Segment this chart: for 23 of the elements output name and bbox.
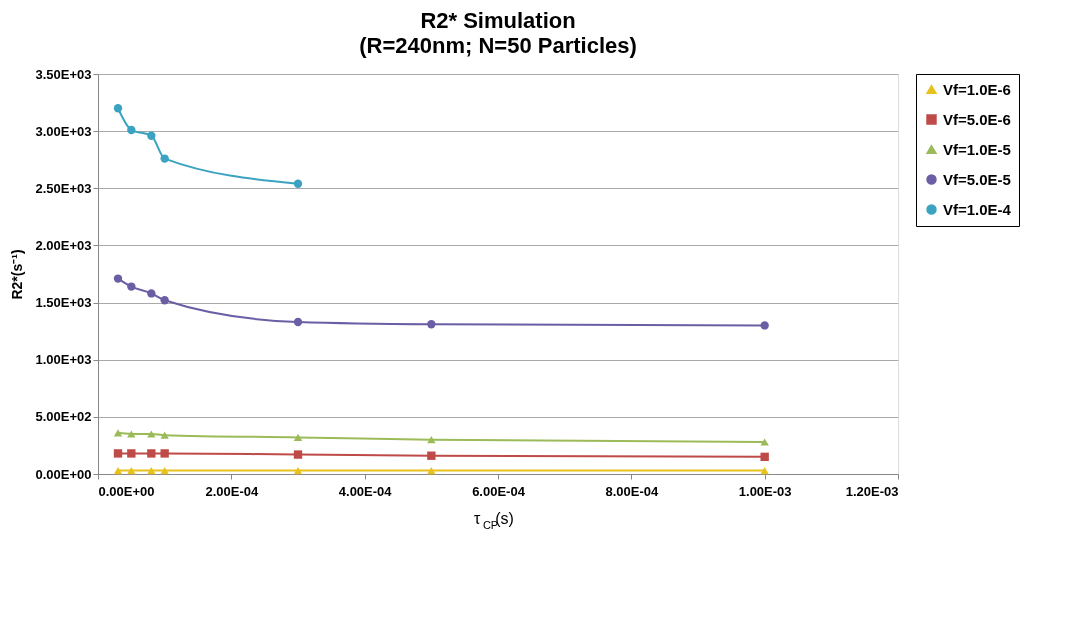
x-tick-label: 2.00E-04	[205, 483, 259, 499]
y-tick-label: 5.00E+02	[35, 409, 92, 425]
chart-subtitle: (R=240nm; N=50 Particles)	[359, 33, 637, 58]
x-tick-label: 1.20E-03	[845, 483, 899, 499]
y-tick-label: 3.00E+03	[35, 123, 92, 139]
legend-label: Vf=1.0E-5	[943, 140, 1011, 158]
y-tick-label: 1.50E+03	[35, 295, 92, 311]
y-tick-label: 1.00E+03	[35, 352, 92, 368]
legend-label: Vf=1.0E-6	[943, 80, 1011, 98]
y-axis-title: R2*(s⁻¹)	[9, 249, 26, 300]
x-tick-label: 8.00E-04	[605, 483, 659, 499]
y-tick-label: 2.00E+03	[35, 237, 92, 253]
legend-label: Vf=5.0E-5	[943, 170, 1011, 188]
x-tick-label: 6.00E-04	[472, 483, 526, 499]
legend-label: Vf=5.0E-6	[943, 110, 1011, 128]
y-tick-label: 0.00E+00	[35, 466, 92, 482]
y-tick-label: 2.50E+03	[35, 180, 92, 196]
chart-title: R2* Simulation	[420, 8, 576, 33]
legend-label: Vf=1.0E-4	[943, 200, 1012, 218]
x-tick-label: 1.00E-03	[738, 483, 792, 499]
x-tick-label: 4.00E-04	[338, 483, 393, 499]
y-tick-label: 3.50E+03	[35, 66, 92, 82]
x-tick-label: 0.00E+00	[98, 483, 155, 499]
